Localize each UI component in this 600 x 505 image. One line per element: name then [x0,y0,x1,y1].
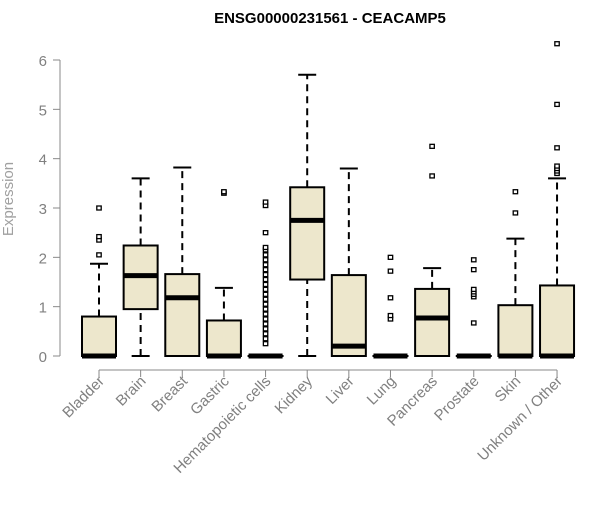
outlier-point [263,297,267,301]
box-iqr [82,317,116,356]
outlier-point [263,273,267,277]
box-hematopoietic-cells [249,200,283,356]
box-iqr [207,320,241,356]
outlier-point [555,42,559,46]
outlier-point [263,268,267,272]
outlier-point [263,263,267,267]
y-axis-label: Expression [0,162,17,236]
box-liver [332,169,366,356]
box-iqr [540,285,574,356]
y-tick-label: 3 [39,201,47,218]
outlier-point [263,253,267,257]
y-tick-label: 0 [39,349,47,366]
outlier-point [97,235,101,239]
box-kidney [290,75,324,356]
box-pancreas [415,144,449,356]
outlier-point [555,102,559,106]
outlier-point [263,278,267,282]
box-bladder [82,206,116,356]
box-iqr [165,274,199,356]
outlier-point [263,231,267,235]
outlier-point [263,245,267,249]
outlier-point [222,190,226,194]
x-tick-label: Kidney [272,372,317,417]
y-tick-label: 5 [39,102,47,119]
outlier-point [388,269,392,273]
outlier-point [263,292,267,296]
x-tick-label: Skin [492,373,525,406]
outlier-point [388,255,392,259]
box-gastric [207,190,241,356]
y-tick-label: 1 [39,300,47,317]
outlier-point [513,211,517,215]
outlier-point [263,312,267,316]
outlier-point [388,314,392,318]
outlier-point [430,174,434,178]
x-tick-label: Lung [364,373,400,409]
box-lung [373,255,407,356]
y-tick-label: 6 [39,53,47,70]
outlier-point [263,307,267,311]
box-prostate [457,258,491,356]
y-tick-label: 2 [39,250,47,267]
outlier-point [263,302,267,306]
outlier-point [263,337,267,341]
box-iqr [290,187,324,279]
outlier-point [263,200,267,204]
chart-title: ENSG00000231561 - CEACAMP5 [214,10,446,27]
outlier-point [263,317,267,321]
outlier-point [472,258,476,262]
outlier-point [263,258,267,262]
outlier-point [263,322,267,326]
box-iqr [498,305,532,356]
y-tick-label: 4 [39,152,47,169]
box-unknown-other [540,42,574,356]
outlier-point [97,253,101,257]
outlier-point [472,268,476,272]
outlier-point [513,190,517,194]
outlier-point [263,287,267,291]
outlier-point [430,144,434,148]
outlier-point [263,327,267,331]
box-skin [498,190,532,356]
x-tick-label: Prostate [431,373,483,425]
x-tick-label: Bladder [59,373,108,422]
box-breast [165,168,199,356]
box-brain [124,178,158,356]
outlier-point [263,282,267,286]
outlier-point [388,296,392,300]
outlier-point [555,146,559,150]
outlier-point [472,321,476,325]
outlier-point [472,287,476,291]
outlier-point [263,332,267,336]
outlier-point [555,164,559,168]
x-tick-label: Brain [113,373,150,410]
x-tick-label: Breast [148,372,191,415]
outlier-point [97,206,101,210]
outlier-point [263,342,267,346]
box-iqr [415,289,449,356]
x-tick-label: Liver [323,373,358,408]
